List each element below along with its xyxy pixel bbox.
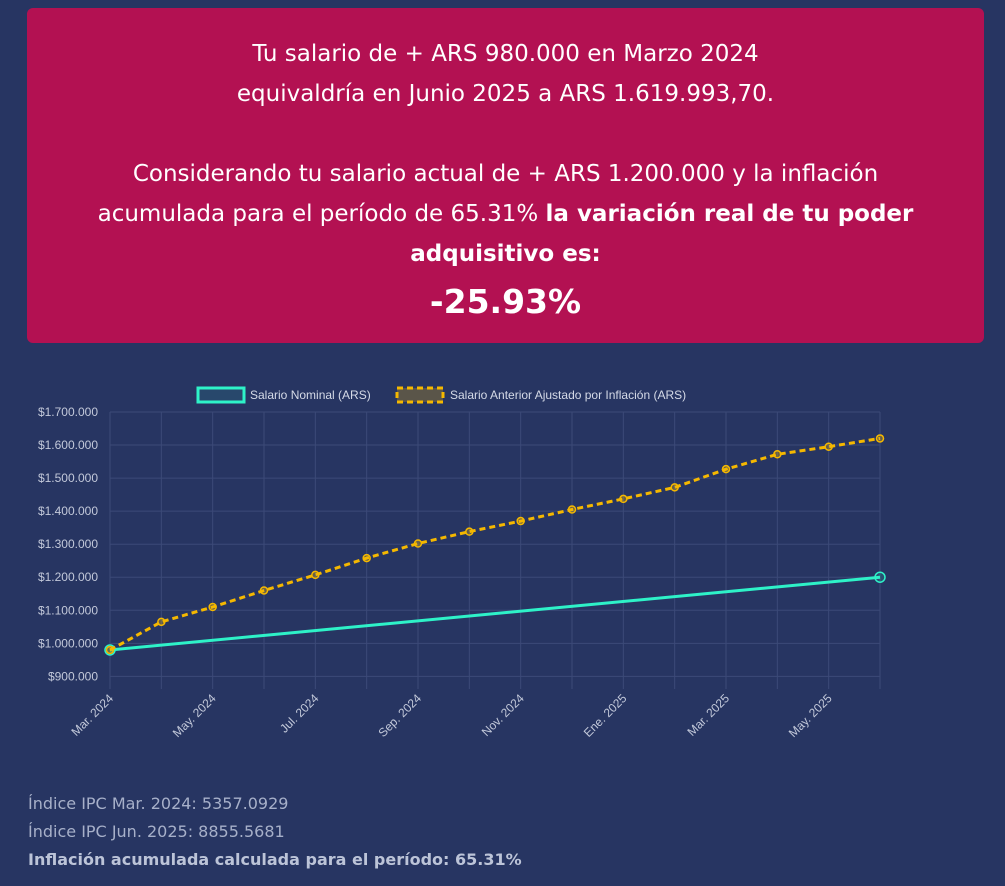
result-line-3: Considerando tu salario actual de + ARS … (132, 161, 879, 187)
x-tick-label: May. 2024 (170, 691, 219, 740)
nominal-salary-line (109, 575, 881, 652)
adjusted-salary-line (109, 436, 881, 652)
footer-info: Índice IPC Mar. 2024: 5357.0929 Índice I… (28, 790, 522, 874)
x-tick-label: Jul. 2024 (277, 691, 322, 736)
x-tick-label: May. 2025 (786, 691, 835, 740)
adjusted-salary-point (157, 617, 166, 627)
nominal-salary-point (874, 571, 886, 583)
salary-chart-svg: $1.700.000 $1.600.000 $1.500.000 $1.400.000… (38, 386, 886, 740)
y-tick-label: $1.300.000 (38, 537, 98, 551)
adjusted-salary-point (721, 464, 731, 474)
result-line-4-text: acumulada para el período de 65.31% (97, 201, 546, 227)
result-line-5-bold: adquisitivo es: (410, 241, 601, 267)
result-banner: Tu salario de + ARS 980.000 en Marzo 202… (27, 8, 984, 343)
x-tick-label: Mar. 2024 (68, 691, 116, 739)
result-line-5: adquisitivo es: (27, 234, 984, 274)
x-tick-label: Mar. 2025 (684, 691, 732, 739)
adjusted-salary-point (259, 586, 269, 595)
adjusted-salary-point (567, 505, 577, 514)
result-line-4-bold: la variación real de tu poder (545, 201, 914, 227)
adjusted-salary-point (208, 602, 217, 612)
y-tick-label: $1.400.000 (38, 504, 98, 518)
variation-value: -25.93% (429, 282, 582, 321)
adjusted-salary-point (773, 450, 782, 459)
result-line-4: acumulada para el período de 65.31% la v… (27, 194, 984, 234)
x-tick-label: Sep. 2024 (376, 691, 425, 740)
inflation-summary: Inflación acumulada calculada para el pe… (28, 850, 522, 869)
y-tick-label: $1.000.000 (38, 636, 98, 650)
adjusted-salary-point (465, 527, 474, 536)
y-tick-label: $900.000 (48, 669, 98, 683)
adjusted-salary-point (619, 494, 628, 504)
salary-chart: $1.700.000 $1.600.000 $1.500.000 $1.400.000… (0, 375, 1005, 775)
legend-label-adjusted: Salario Anterior Ajustado por Inflación … (450, 388, 686, 402)
adjusted-salary-point (875, 434, 885, 443)
adjusted-salary-point (824, 442, 833, 451)
y-tick-label: $1.600.000 (38, 438, 98, 452)
adjusted-salary-point (311, 570, 320, 580)
adjusted-salary-point (362, 553, 371, 563)
result-line-2: equivaldría en Junio 2025 a ARS 1.619.99… (236, 81, 775, 107)
x-tick-label: Nov. 2024 (479, 691, 527, 739)
legend-swatch-adjusted (395, 386, 445, 404)
ipc-end-text: Índice IPC Jun. 2025: 8855.5681 (28, 822, 285, 841)
ipc-start-text: Índice IPC Mar. 2024: 5357.0929 (28, 794, 289, 813)
x-tick-label: Ene. 2025 (581, 691, 630, 740)
adjusted-salary-point (413, 539, 423, 548)
adjusted-salary-point (105, 645, 115, 655)
y-tick-label: $1.700.000 (38, 405, 98, 419)
legend-swatch-nominal (196, 386, 246, 404)
result-line-1: Tu salario de + ARS 980.000 en Marzo 202… (252, 41, 759, 67)
adjusted-salary-point (670, 483, 679, 492)
y-tick-label: $1.200.000 (38, 570, 98, 584)
y-tick-label: $1.100.000 (38, 603, 98, 617)
legend-label-nominal: Salario Nominal (ARS) (250, 388, 371, 402)
y-tick-label: $1.500.000 (38, 471, 98, 485)
adjusted-salary-point (516, 516, 525, 526)
